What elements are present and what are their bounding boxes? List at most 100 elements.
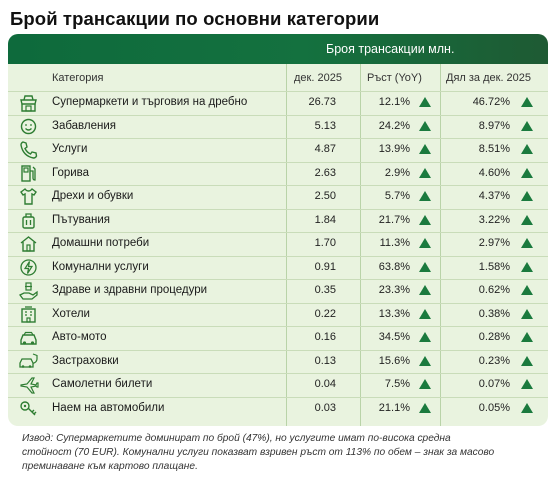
share-up-arrow-icon [521, 379, 533, 389]
row-share: 8.51% [478, 143, 510, 155]
insurance-car-icon [18, 351, 39, 372]
hotel-icon [18, 304, 39, 325]
table-row: Домашни потреби 1.70 11.3% 2.97% [8, 232, 548, 256]
column-divider [360, 64, 361, 426]
row-divider [8, 396, 548, 398]
share-up-arrow-icon [521, 144, 533, 154]
row-share: 8.97% [478, 119, 510, 132]
row-yoy: 21.7% [378, 213, 410, 226]
row-category: Наем на автомобили [52, 401, 165, 414]
table-row: Дрехи и обувки 2.50 5.7% 4.37% [8, 185, 548, 209]
row-category: Пътувания [52, 213, 110, 226]
row-yoy: 13.3% [378, 307, 410, 320]
share-up-arrow-icon [521, 191, 533, 201]
shirt-icon [18, 186, 39, 207]
row-yoy: 63.8% [378, 260, 410, 273]
table-header-bar: Броя трансакции млн. [8, 34, 548, 64]
row-yoy: 24.2% [378, 119, 410, 132]
row-value: 2.50 [314, 190, 336, 202]
row-share: 0.05% [478, 401, 510, 414]
smiley-icon [18, 116, 39, 137]
growth-up-arrow-icon [419, 97, 431, 107]
lightning-icon [18, 257, 39, 278]
row-yoy: 34.5% [378, 331, 410, 343]
growth-up-arrow-icon [419, 308, 431, 319]
row-yoy: 21.1% [378, 401, 410, 414]
row-share: 0.23% [478, 354, 510, 367]
table-row: Комунални услуги 0.91 63.8% 1.58% [8, 256, 548, 280]
car-key-icon [18, 398, 39, 419]
row-category: Дрехи и обувки [52, 190, 134, 202]
row-value: 1.84 [314, 213, 336, 226]
row-value: 4.87 [314, 143, 336, 155]
phone-icon [18, 139, 39, 160]
share-up-arrow-icon [521, 261, 533, 272]
share-up-arrow-icon [521, 332, 533, 342]
row-value: 0.13 [314, 354, 336, 367]
row-divider [8, 91, 548, 92]
column-header-growth: Ръст (YoY) [367, 72, 422, 84]
row-value: 2.63 [314, 166, 336, 179]
growth-up-arrow-icon [419, 379, 431, 389]
row-yoy: 7.5% [384, 378, 410, 390]
airplane-icon [18, 374, 39, 395]
growth-up-arrow-icon [419, 214, 431, 225]
row-category: Забавления [52, 119, 117, 132]
row-value: 0.35 [314, 284, 336, 296]
fuel-pump-icon [18, 163, 39, 184]
share-up-arrow-icon [521, 402, 533, 413]
column-header-share: Дял за дек. 2025 [446, 72, 532, 84]
row-share: 1.58% [478, 260, 510, 273]
row-category: Горива [52, 166, 90, 179]
row-category: Домашни потреби [52, 237, 150, 249]
header-label: Броя трансакции млн. [326, 42, 455, 56]
shop-icon [18, 92, 39, 113]
row-divider [8, 138, 548, 139]
row-divider [8, 302, 548, 304]
row-yoy: 12.1% [378, 96, 410, 108]
row-category: Супермаркети и търговия на дребно [52, 96, 248, 108]
share-up-arrow-icon [521, 167, 533, 178]
transactions-table: Броя трансакции млн. Категория дек. 2025… [8, 34, 548, 426]
growth-up-arrow-icon [419, 144, 431, 154]
row-divider [8, 185, 548, 186]
row-category: Здраве и здравни процедури [52, 284, 208, 296]
row-share: 0.07% [478, 378, 510, 390]
car-icon [18, 327, 39, 348]
row-category: Самолетни билети [52, 378, 153, 390]
growth-up-arrow-icon [419, 120, 431, 131]
row-divider [8, 114, 548, 116]
row-share: 0.28% [478, 331, 510, 343]
growth-up-arrow-icon [419, 285, 431, 295]
row-value: 1.70 [314, 237, 336, 249]
table-row: Услуги 4.87 13.9% 8.51% [8, 138, 548, 162]
row-yoy: 5.7% [384, 190, 410, 202]
row-value: 26.73 [308, 96, 336, 108]
table-row: Застраховки 0.13 15.6% 0.23% [8, 350, 548, 374]
growth-up-arrow-icon [419, 191, 431, 201]
row-category: Авто-мото [52, 331, 107, 343]
conclusion-note: Извод: Супермаркетите доминират по брой … [22, 433, 495, 472]
row-category: Услуги [52, 143, 88, 155]
table-row: Супермаркети и търговия на дребно 26.73 12… [8, 91, 548, 115]
share-up-arrow-icon [521, 308, 533, 319]
page-title: Брой трансакции по основни категории [10, 8, 380, 29]
column-header-period: дек. 2025 [294, 72, 342, 84]
growth-up-arrow-icon [419, 355, 431, 366]
share-up-arrow-icon [521, 97, 533, 107]
row-divider [8, 373, 548, 374]
share-up-arrow-icon [521, 238, 533, 248]
growth-up-arrow-icon [419, 238, 431, 248]
row-yoy: 13.9% [378, 143, 410, 155]
table-row: Самолетни билети 0.04 7.5% 0.07% [8, 373, 548, 397]
row-category: Комунални услуги [52, 260, 149, 273]
growth-up-arrow-icon [419, 167, 431, 178]
row-divider [8, 349, 548, 351]
table-row: Здраве и здравни процедури 0.35 23.3% 0.62% [8, 279, 548, 303]
row-value: 0.91 [314, 260, 336, 273]
row-share: 4.37% [478, 190, 510, 202]
row-divider [8, 232, 548, 233]
row-value: 0.03 [314, 401, 336, 414]
luggage-icon [18, 210, 39, 231]
row-share: 4.60% [478, 166, 510, 179]
